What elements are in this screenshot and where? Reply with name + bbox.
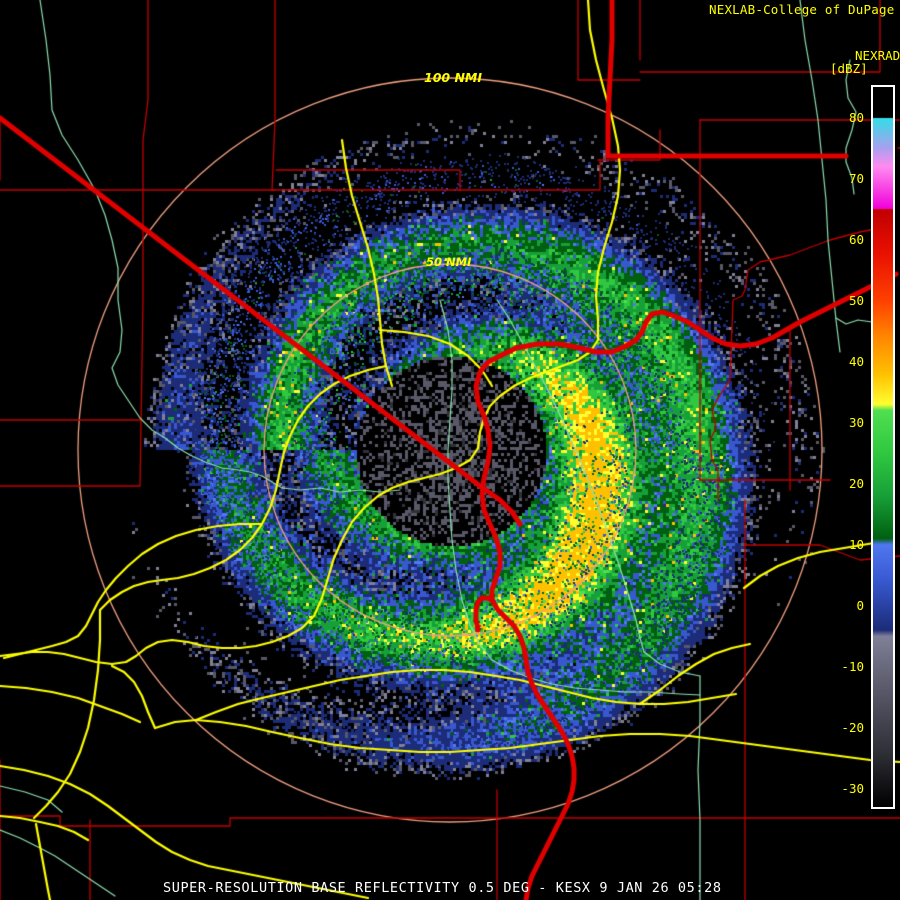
colorbar-tick-80: 80 (848, 109, 864, 125)
colorbar-tick-10: 10 (848, 536, 864, 552)
colorbar-tick-20: 20 (848, 475, 864, 491)
colorbar-tick-50: 50 (848, 292, 864, 308)
colorbar-tick-60: 60 (848, 231, 864, 247)
colorbar-gradient (873, 87, 893, 807)
colorbar-tick--30: -30 (841, 780, 864, 796)
colorbar-tick-70: 70 (848, 170, 864, 186)
colorbar-tick--20: -20 (841, 719, 864, 735)
colorbar-tick-30: 30 (848, 414, 864, 430)
colorbar-tick-40: 40 (848, 353, 864, 369)
colorbar-tick--10: -10 (841, 658, 864, 674)
colorbar-tick-0: 0 (856, 597, 864, 613)
